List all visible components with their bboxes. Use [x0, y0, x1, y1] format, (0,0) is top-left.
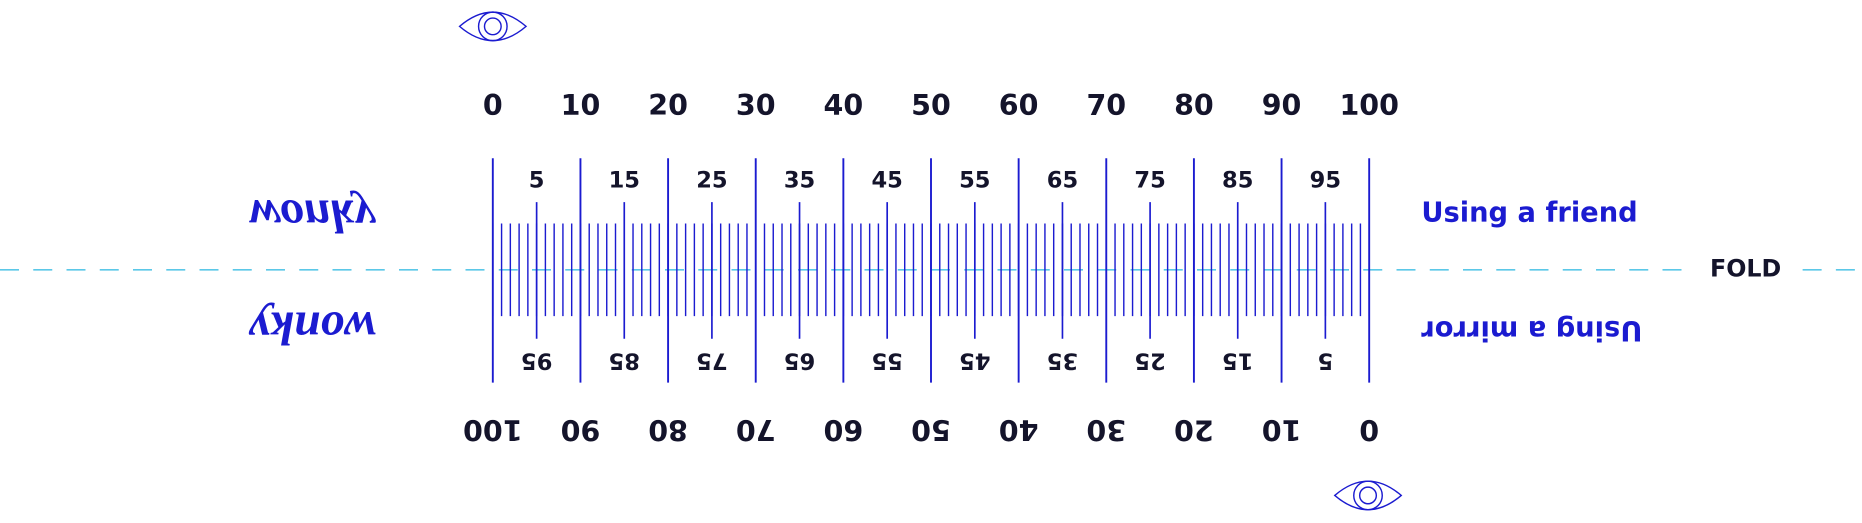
top-minor-label: 15	[609, 167, 640, 193]
top-major-label: 10	[561, 89, 601, 122]
bottom-major-label: 50	[911, 413, 951, 446]
fold-label: FOLD	[1710, 254, 1781, 282]
bottom-minor-label: 45	[959, 348, 990, 374]
top-minor-label: 45	[871, 167, 902, 193]
top-major-label: 60	[999, 89, 1039, 122]
top-minor-label: 55	[959, 167, 990, 193]
top-major-label: 30	[736, 89, 776, 122]
top-major-label: 50	[911, 89, 951, 122]
top-major-label: 40	[824, 89, 864, 122]
bottom-minor-label: 5	[1318, 348, 1334, 374]
bottom-major-label: 60	[824, 413, 864, 446]
bottom-caption: Using a mirror	[1421, 315, 1643, 346]
bottom-major-label: 20	[1174, 413, 1214, 446]
bottom-major-label: 40	[999, 413, 1039, 446]
top-major-label: 20	[648, 89, 688, 122]
top-minor-label: 95	[1310, 167, 1341, 193]
eye-icon	[458, 11, 528, 42]
top-minor-label: 25	[696, 167, 727, 193]
rotated-word: wonky	[248, 301, 376, 353]
bottom-minor-label: 15	[1222, 348, 1253, 374]
top-major-label: 0	[483, 89, 503, 122]
top-major-label: 90	[1262, 89, 1302, 122]
top-caption: Using a friend	[1421, 198, 1637, 229]
bottom-minor-label: 35	[1047, 348, 1078, 374]
top-minor-label: 5	[529, 167, 545, 193]
bottom-major-label: 30	[1086, 413, 1126, 446]
top-minor-label: 85	[1222, 167, 1253, 193]
top-major-label: 100	[1339, 89, 1399, 122]
bottom-minor-label: 95	[521, 348, 552, 374]
bottom-minor-label: 65	[784, 348, 815, 374]
top-major-label: 70	[1086, 89, 1126, 122]
eye-icon	[1333, 480, 1403, 511]
top-minor-label: 65	[1047, 167, 1078, 193]
bottom-major-label: 0	[1359, 413, 1379, 446]
top-minor-label: 75	[1134, 167, 1165, 193]
bottom-minor-label: 75	[696, 348, 727, 374]
bottom-minor-label: 25	[1134, 348, 1165, 374]
bottom-major-label: 100	[463, 413, 522, 446]
bottom-major-label: 70	[736, 413, 776, 446]
bottom-minor-label: 85	[609, 348, 640, 374]
top-major-label: 80	[1174, 89, 1214, 122]
top-minor-label: 35	[784, 167, 815, 193]
bottom-major-label: 90	[561, 413, 601, 446]
flipped-word: wonky	[249, 190, 377, 242]
bottom-major-label: 80	[648, 413, 688, 446]
bottom-major-label: 10	[1262, 413, 1302, 446]
bottom-minor-label: 55	[871, 348, 902, 374]
